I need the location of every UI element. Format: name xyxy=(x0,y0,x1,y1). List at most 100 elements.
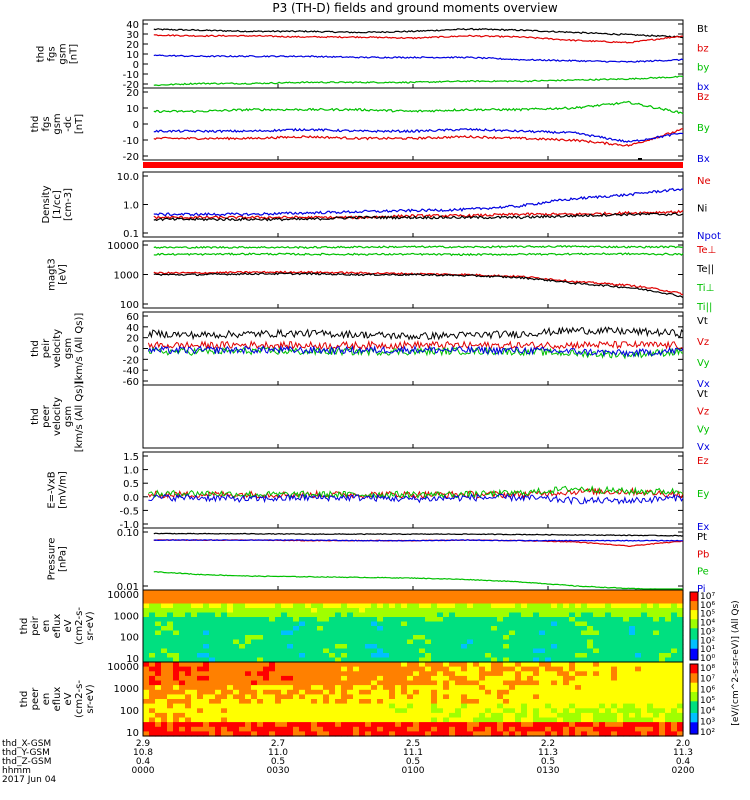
spectrogram-cell xyxy=(269,703,276,709)
series-Pressure [nPa]-Pi xyxy=(153,539,684,542)
panel-frame-density xyxy=(142,171,684,238)
spectrogram-cell xyxy=(467,653,474,659)
colorbar-tick: 10⁵ xyxy=(700,696,715,706)
spectrogram-cell xyxy=(539,608,546,614)
spectrogram-cell xyxy=(629,608,636,614)
spectrogram-cell xyxy=(545,626,552,632)
spectrogram-cell xyxy=(371,703,378,709)
y-tick-label: 10 xyxy=(126,654,139,665)
spectrogram-cell xyxy=(341,666,348,672)
y-axis-label: eflux xyxy=(52,687,63,712)
y-axis-label: sr-eV) xyxy=(85,611,96,640)
spectrogram-cell xyxy=(251,599,258,605)
spectrogram-cell xyxy=(191,722,198,728)
spectrogram-cell xyxy=(671,644,678,650)
spectrogram-cell xyxy=(479,626,486,632)
spectrogram-cell xyxy=(521,590,528,596)
spectrogram-cell xyxy=(431,590,438,596)
spectrogram-cell xyxy=(317,680,324,686)
colorbar-cell xyxy=(690,630,698,634)
spectrogram-cell xyxy=(593,644,600,650)
legend-Vy: Vy xyxy=(697,424,710,435)
spectrogram-cell xyxy=(155,699,162,705)
spectrogram-cell xyxy=(437,675,444,682)
spectrogram-cell xyxy=(215,685,222,691)
spectrogram-cell xyxy=(173,639,180,645)
spectrogram-cell xyxy=(245,630,252,636)
spectrogram-cell xyxy=(605,630,612,636)
spectrogram-cell xyxy=(569,708,576,714)
spectrogram-cell xyxy=(443,635,450,641)
spectrogram-cell xyxy=(155,703,162,709)
spectrogram-cell xyxy=(431,731,438,737)
spectrogram-cell xyxy=(413,731,420,737)
spectrogram-cell xyxy=(647,703,654,709)
spectrogram-cell xyxy=(281,671,288,677)
spectrogram-cell xyxy=(545,708,552,714)
spectrogram-cell xyxy=(383,657,390,663)
spectrogram-cell xyxy=(533,639,540,645)
spectrogram-cell xyxy=(665,653,672,659)
spectrogram-cell xyxy=(545,612,552,618)
spectrogram-cell xyxy=(341,648,348,654)
spectrogram-cell xyxy=(323,699,330,705)
spectrogram-cell xyxy=(491,671,498,677)
spectrogram-cell xyxy=(575,594,582,600)
spectrogram-cell xyxy=(503,731,510,737)
spectrogram-cell xyxy=(263,708,270,714)
spectrogram-cell xyxy=(599,708,606,714)
spectrogram-cell xyxy=(221,626,228,632)
series-peir velocity gsm [km/s]-Vx xyxy=(147,344,684,358)
spectrogram-cell xyxy=(629,666,636,672)
spectrogram-cell xyxy=(461,653,468,659)
spectrogram-cell xyxy=(515,648,522,654)
spectrogram-cell xyxy=(221,722,228,728)
spectrogram-cell xyxy=(599,635,606,641)
spectrogram-cell xyxy=(461,722,468,728)
spectrogram-cell xyxy=(233,599,240,605)
spectrogram-cell xyxy=(473,712,480,719)
spectrogram-cell xyxy=(203,712,210,719)
spectrogram-cell xyxy=(347,685,354,691)
spectrogram-cell xyxy=(197,685,204,691)
spectrogram-cell xyxy=(389,653,396,659)
spectrogram-cell xyxy=(209,712,216,719)
spectrogram-cell xyxy=(167,653,174,659)
spectrogram-cell xyxy=(305,630,312,636)
spectrogram-cell xyxy=(353,599,360,605)
spectrogram-cell xyxy=(533,617,540,623)
spectrogram-cell xyxy=(401,653,408,659)
spectrogram-cell xyxy=(191,603,198,609)
spectrogram-cell xyxy=(287,722,294,728)
legend-Ti||: Ti|| xyxy=(696,302,712,313)
spectrogram-cell xyxy=(659,722,666,728)
spectrogram-cell xyxy=(551,708,558,714)
spectrogram-cell xyxy=(425,662,432,668)
spectrogram-cell xyxy=(299,617,306,623)
spectrogram-cell xyxy=(161,612,168,618)
spectrogram-cell xyxy=(491,694,498,700)
spectrogram-cell xyxy=(449,626,456,632)
spectrogram-cell xyxy=(233,689,240,695)
spectrogram-cell xyxy=(461,630,468,636)
xaxis-value: 10.8 xyxy=(133,748,153,758)
spectrogram-cell xyxy=(209,717,216,723)
spectrogram-cell xyxy=(197,621,204,627)
spectrogram-cell xyxy=(287,599,294,605)
spectrogram-cell xyxy=(497,699,504,705)
spectrogram-cell xyxy=(245,708,252,714)
spectrogram-cell xyxy=(413,689,420,695)
spectrogram-cell xyxy=(335,612,342,618)
spectrogram-cell xyxy=(671,717,678,723)
spectrogram-cell xyxy=(581,635,588,641)
colorbar-tick: 10⁴ xyxy=(700,619,715,629)
spectrogram-cell xyxy=(323,671,330,677)
spectrogram-cell xyxy=(437,671,444,677)
spectrogram-cell xyxy=(473,599,480,605)
spectrogram-cell xyxy=(359,708,366,714)
spectrogram-cell xyxy=(473,644,480,650)
y-axis-label: velocity xyxy=(52,329,63,368)
y-axis-label: thd xyxy=(30,340,41,357)
spectrogram-cell xyxy=(305,626,312,632)
